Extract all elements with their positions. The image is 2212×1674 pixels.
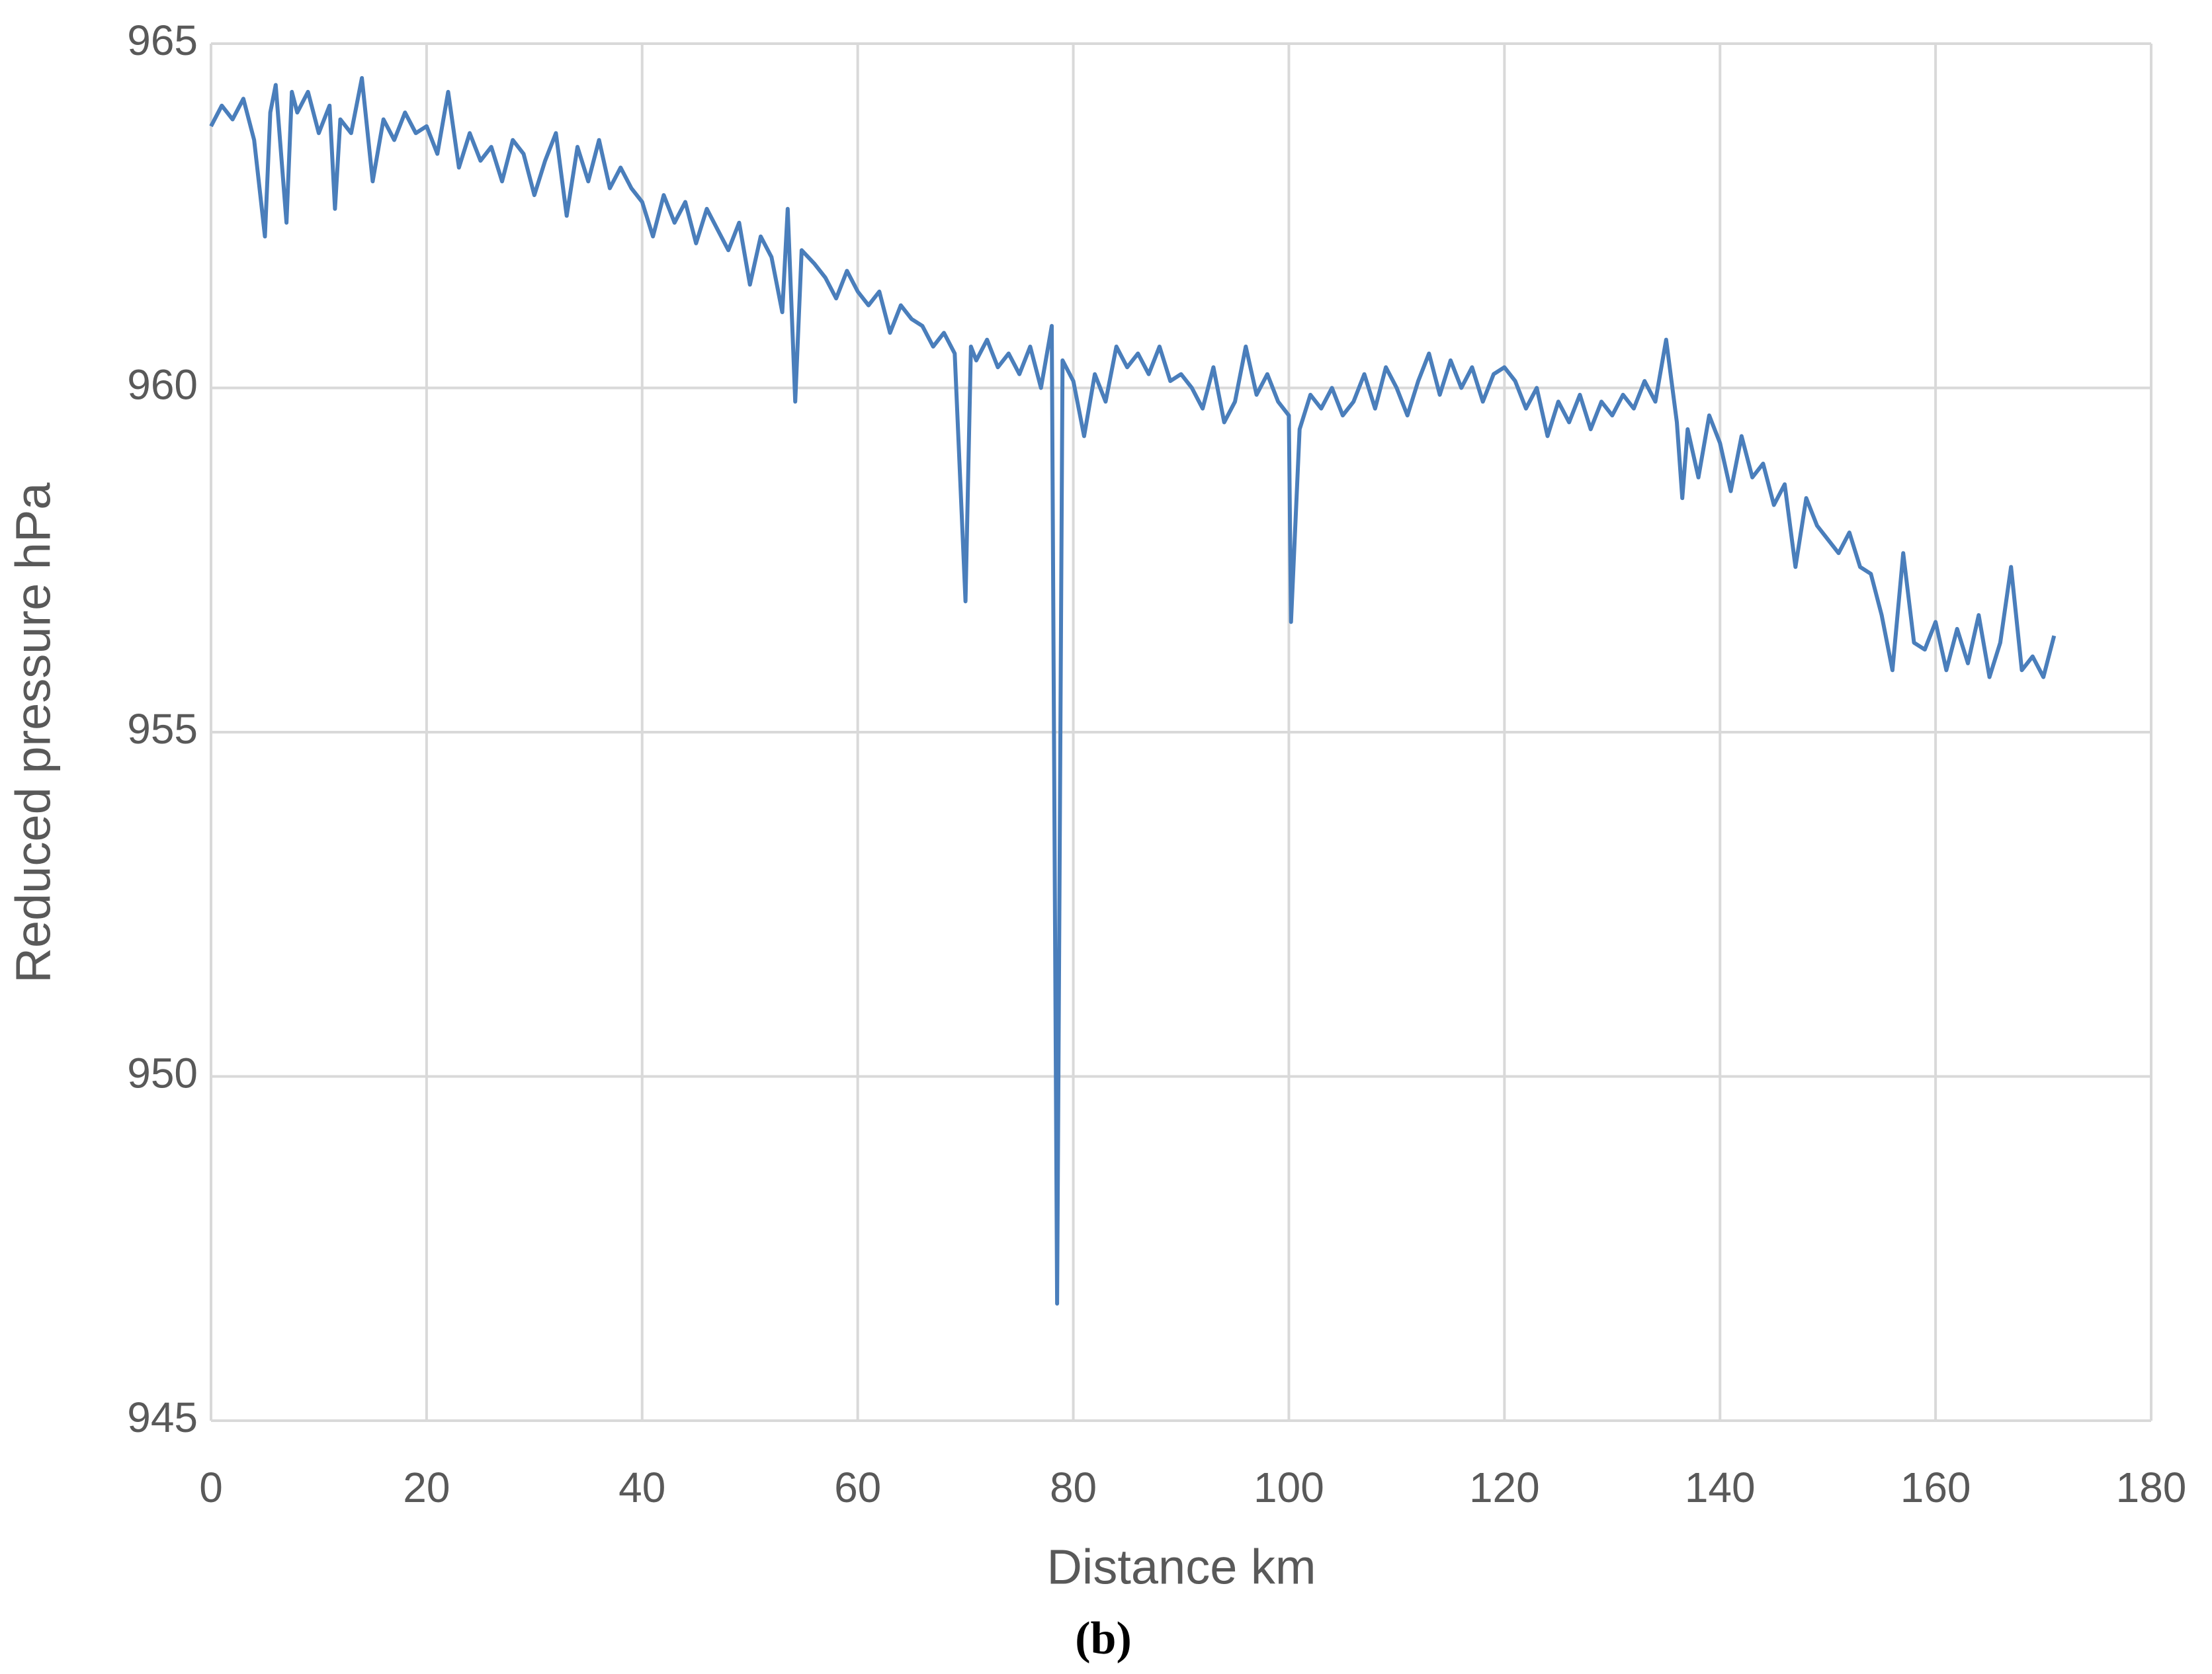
x-tick-label: 160 (1900, 1464, 1971, 1511)
x-tick-label: 40 (618, 1464, 665, 1511)
caption: (b) (1075, 1613, 1132, 1664)
x-tick-label: 60 (834, 1464, 881, 1511)
x-tick-label: 80 (1050, 1464, 1097, 1511)
y-tick-label: 945 (127, 1394, 198, 1441)
x-tick-label: 120 (1469, 1464, 1540, 1511)
y-axis-title: Reduced pressure hPa (6, 482, 61, 983)
x-tick-label: 140 (1685, 1464, 1756, 1511)
x-tick-label: 100 (1254, 1464, 1324, 1511)
y-tick-label: 965 (127, 17, 198, 64)
x-axis-title: Distance km (1046, 1540, 1316, 1595)
y-tick-label: 950 (127, 1049, 198, 1097)
y-tick-label: 960 (127, 360, 198, 408)
x-tick-label: 0 (199, 1464, 223, 1511)
x-tick-label: 20 (403, 1464, 450, 1511)
x-tick-label: 180 (2116, 1464, 2187, 1511)
data-line (209, 76, 2057, 1306)
y-tick-label: 955 (127, 705, 198, 753)
